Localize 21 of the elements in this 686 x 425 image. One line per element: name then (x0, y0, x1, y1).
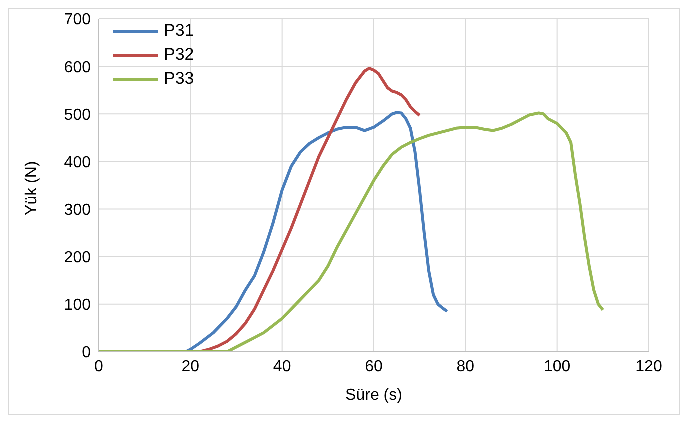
y-tick-label: 0 (82, 344, 92, 362)
x-tick-label: 100 (544, 358, 571, 376)
line-series (99, 112, 605, 352)
legend-label: P32 (164, 45, 194, 65)
x-tick-label: 80 (456, 358, 475, 376)
x-axis-title: Süre (s) (346, 387, 402, 404)
y-tick-label: 300 (64, 202, 92, 219)
y-tick-label: 600 (64, 59, 92, 76)
x-tick-label: 40 (273, 358, 292, 376)
y-tick-label: 700 (64, 12, 92, 29)
y-tick-label: 400 (64, 154, 92, 172)
y-axis-title: Yük (N) (24, 161, 41, 216)
x-tick-label: 0 (94, 358, 104, 376)
y-tick-label: 200 (64, 250, 92, 267)
x-tick-label: 60 (365, 358, 383, 376)
y-tick-label: 100 (64, 297, 92, 314)
legend-label: P33 (164, 69, 194, 89)
x-tick-label: 20 (182, 358, 200, 376)
y-tick-label: 500 (64, 106, 92, 124)
x-tick-label: 120 (636, 358, 662, 376)
legend-label: P31 (164, 21, 194, 41)
